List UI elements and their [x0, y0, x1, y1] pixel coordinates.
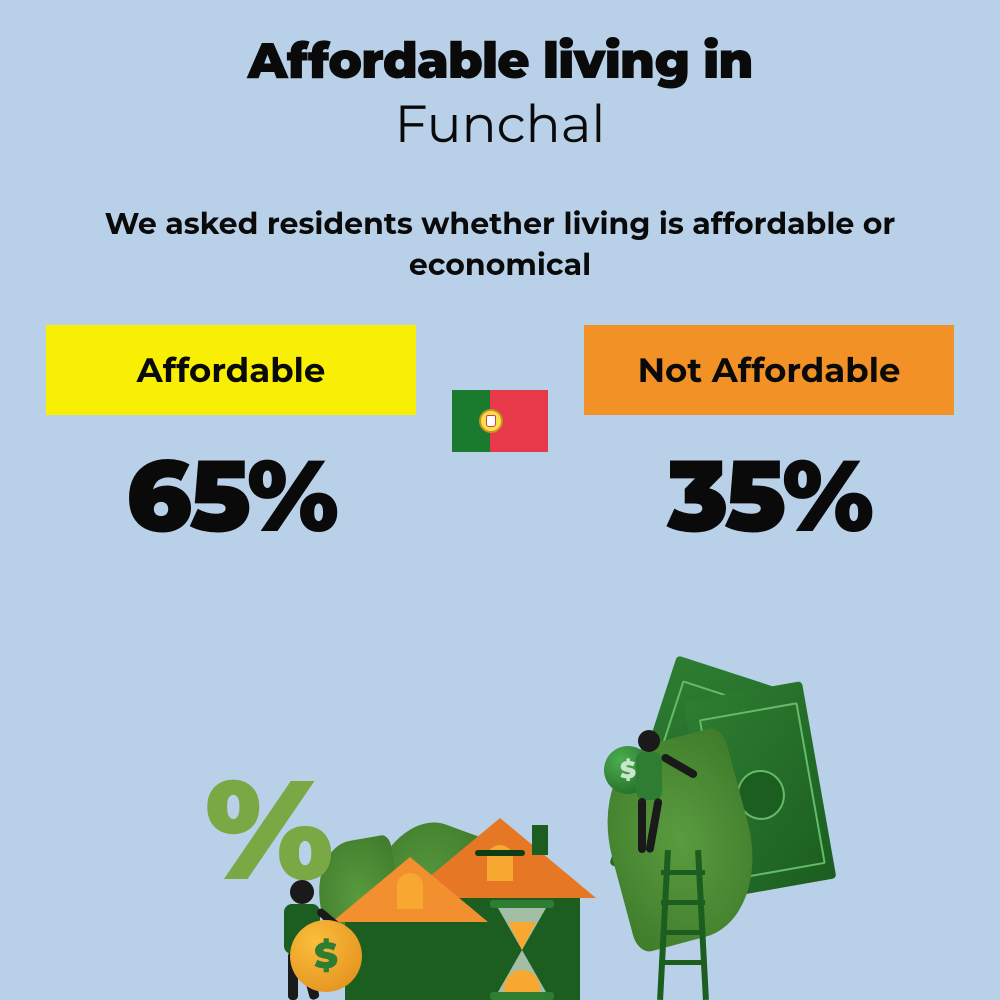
header: Affordable living in Funchal [0, 0, 1000, 156]
title-line2: Funchal [0, 93, 1000, 156]
subtitle: We asked residents whether living is aff… [0, 204, 1000, 285]
coin-icon: $ [290, 920, 362, 992]
ladder-icon [661, 850, 705, 1000]
stat-not-affordable: Not Affordable 35% [584, 325, 954, 557]
stats-row: Affordable 65% Not Affordable 35% [0, 325, 1000, 557]
label-not-affordable: Not Affordable [584, 325, 954, 415]
percentage-not-affordable: 35% [667, 435, 871, 557]
house-icon [345, 870, 475, 1000]
percentage-affordable: 65% [126, 435, 336, 557]
hourglass-icon [490, 900, 554, 1000]
stat-affordable: Affordable 65% [46, 325, 416, 557]
label-affordable: Affordable [46, 325, 416, 415]
illustration: % $ [150, 680, 850, 1000]
flag-container [452, 390, 548, 452]
flag-emblem-icon [479, 409, 503, 433]
flag-shield-icon [486, 415, 496, 427]
person-on-ladder-icon [620, 730, 700, 870]
portugal-flag-icon [452, 390, 548, 452]
title-line1: Affordable living in [0, 30, 1000, 91]
